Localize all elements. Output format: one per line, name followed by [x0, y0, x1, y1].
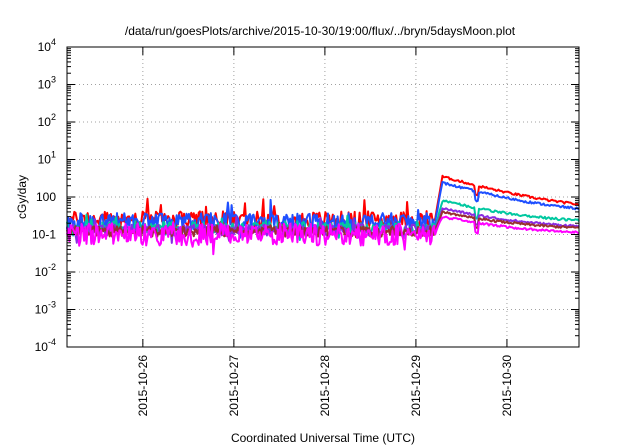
chart-title: /data/run/goesPlots/archive/2015-10-30/1… — [125, 24, 516, 38]
y-tick-label: 10-2 — [35, 262, 56, 279]
x-tick-label: 2015-10-27 — [227, 355, 241, 417]
y-axis: 10-4 10-3 10-2 10-1 100 101 102 103 104 — [32, 37, 579, 354]
series-line — [66, 210, 580, 238]
x-tick-label: 2015-10-26 — [136, 355, 150, 417]
y-tick-label: 10-4 — [35, 337, 56, 354]
y-tick-label: 10-3 — [35, 300, 56, 317]
y-tick-label: 104 — [38, 37, 56, 54]
x-tick-label: 2015-10-28 — [318, 355, 332, 417]
x-axis: 2015-10-26 2015-10-27 2015-10-28 2015-10-29… — [136, 47, 514, 416]
x-axis-label: Coordinated Universal Time (UTC) — [231, 431, 415, 445]
y-tick-label: 10-1 — [32, 228, 56, 242]
series-group — [66, 174, 580, 256]
series-line — [66, 181, 580, 245]
y-tick-label: 101 — [38, 150, 56, 167]
y-tick-label: 102 — [38, 112, 56, 129]
y-axis-label: cGy/day — [15, 175, 29, 219]
y-tick-label: 103 — [38, 75, 56, 92]
y-tick-label: 100 — [36, 190, 56, 204]
series-line — [66, 215, 580, 256]
x-tick-label: 2015-10-30 — [500, 355, 514, 417]
x-tick-label: 2015-10-29 — [409, 355, 423, 417]
